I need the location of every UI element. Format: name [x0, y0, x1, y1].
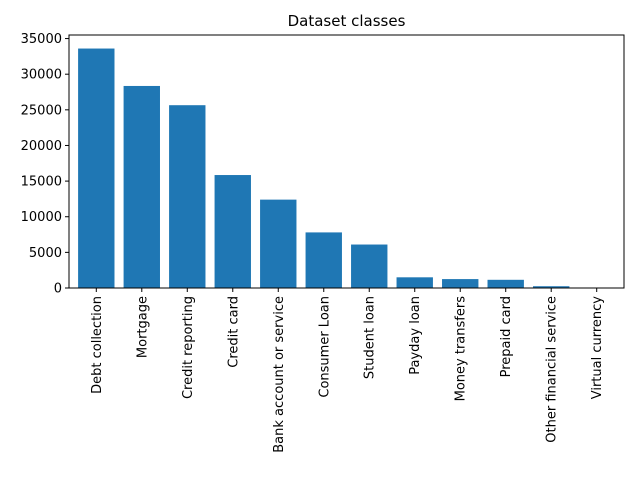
y-tick-label: 20000: [21, 139, 62, 154]
y-tick-label: 5000: [29, 246, 62, 261]
x-tick-label: Payday loan: [408, 296, 423, 375]
bar-money-transfers: [442, 279, 479, 288]
bar-other-financial-service: [533, 286, 570, 288]
y-tick-label: 10000: [21, 210, 62, 225]
y-tick-label: 25000: [21, 103, 62, 118]
x-tick-label: Prepaid card: [499, 296, 514, 377]
chart-title: Dataset classes: [288, 12, 406, 30]
x-tick-label: Virtual currency: [590, 296, 605, 400]
x-tick-label: Bank account or service: [272, 296, 287, 453]
y-axis: 0 5000 10000 15000 20000 25000 30000 35000: [21, 32, 69, 297]
x-tick-label: Mortgage: [135, 296, 150, 358]
plot-frame: [68, 34, 625, 289]
x-tick-label: Credit card: [226, 296, 241, 368]
x-tick-label: Money transfers: [454, 296, 469, 402]
bar-bank-account-or-service: [260, 199, 297, 288]
x-tick-label: Credit reporting: [181, 296, 196, 399]
x-tick-label: Other financial service: [545, 296, 560, 443]
bar-mortgage: [123, 85, 160, 289]
bar-debt-collection: [78, 48, 115, 288]
y-tick-label: 15000: [21, 175, 62, 190]
y-tick-label: 0: [54, 282, 62, 297]
x-axis: Debt collection Mortgage Credit reporting C…: [90, 288, 605, 453]
bar-prepaid-card: [487, 279, 524, 288]
y-tick-label: 30000: [21, 68, 62, 83]
bar-consumer-loan: [305, 232, 342, 288]
y-tick-label: 35000: [21, 32, 62, 47]
bars-layer: [78, 48, 615, 289]
x-tick-label: Debt collection: [90, 296, 105, 394]
bar-payday-loan: [396, 277, 433, 288]
bar-student-loan: [351, 244, 388, 288]
x-tick-label: Student loan: [363, 296, 378, 379]
bar-credit-card: [214, 175, 251, 288]
x-tick-label: Consumer Loan: [317, 296, 332, 398]
bar-credit-reporting: [169, 105, 206, 288]
